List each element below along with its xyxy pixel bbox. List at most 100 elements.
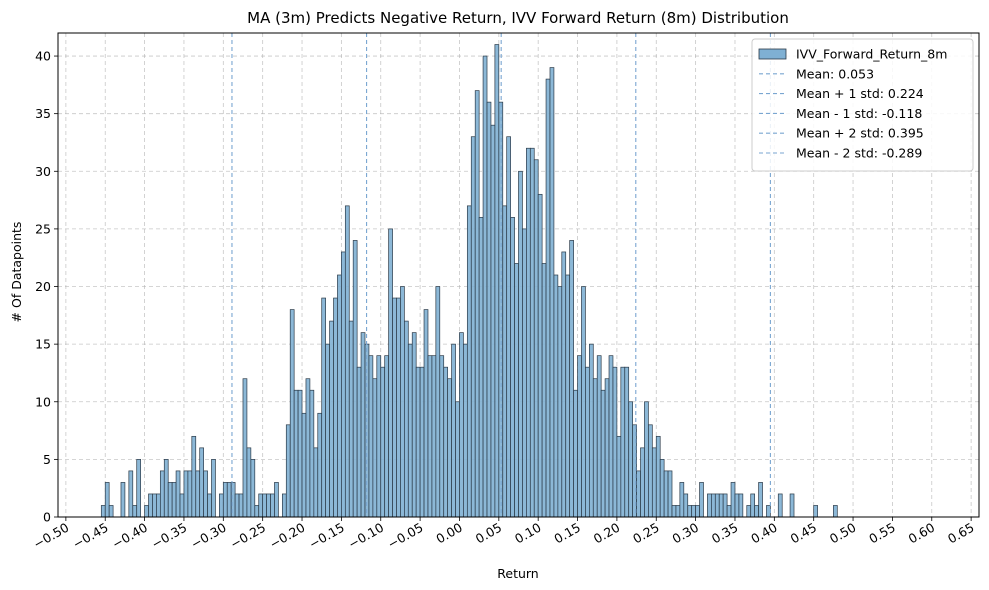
x-tick-label: −0.45 [70, 520, 111, 552]
histogram-bar [455, 401, 460, 518]
histogram-bar [392, 297, 397, 518]
histogram-bar [262, 493, 267, 518]
histogram-bar [447, 378, 452, 518]
histogram-bar [486, 101, 492, 518]
histogram-bar [199, 447, 204, 518]
histogram-bar [337, 274, 342, 518]
histogram-bar [730, 482, 736, 518]
histogram-bar [293, 389, 299, 518]
y-tick-label: 15 [35, 337, 51, 352]
histogram-bar [659, 459, 665, 518]
histogram-bar [384, 355, 389, 518]
histogram-bar [494, 44, 500, 518]
y-tick-label: 30 [35, 164, 51, 179]
histogram-bar [537, 193, 543, 518]
histogram-bar [451, 343, 456, 518]
histogram-bar [596, 355, 602, 518]
histogram-bar [301, 412, 307, 518]
histogram-bar [443, 366, 449, 518]
histogram-bar [136, 459, 142, 518]
histogram-bar [569, 240, 574, 518]
x-tick-label: −0.25 [227, 520, 268, 552]
histogram-bar [588, 343, 594, 518]
histogram-bar [372, 378, 378, 518]
histogram-bar [356, 366, 362, 518]
histogram-bar [309, 389, 315, 518]
histogram-bar [474, 90, 480, 518]
histogram-bar [738, 493, 744, 518]
histogram-bar [679, 482, 685, 518]
x-tick-label: −0.10 [346, 520, 387, 552]
histogram-bar [404, 320, 409, 518]
histogram-bar [581, 286, 586, 518]
histogram-bar [163, 459, 169, 518]
histogram-bar [407, 343, 413, 518]
histogram-bar [695, 505, 700, 518]
histogram-bar [120, 482, 126, 518]
histogram-bar [640, 447, 645, 518]
histogram-bar [258, 493, 264, 518]
histogram-bar [128, 470, 134, 518]
legend-swatch-hist [758, 48, 787, 60]
histogram-bar [616, 435, 622, 518]
histogram-bar [439, 355, 445, 518]
histogram-bar [341, 251, 346, 518]
histogram-bar [644, 401, 649, 518]
histogram-bar [254, 505, 260, 518]
histogram-bar [352, 240, 358, 518]
y-axis-ticks: 0 5 10 15 20 25 30 35 40 [35, 49, 58, 525]
x-axis-label: Return [497, 566, 538, 581]
x-tick-label: 0.40 [748, 520, 780, 547]
histogram-bar [226, 482, 232, 518]
histogram-bar [423, 309, 429, 518]
histogram-bar [415, 366, 421, 518]
histogram-bar [333, 297, 338, 518]
histogram-bar [281, 493, 287, 518]
y-tick-label: 10 [35, 394, 51, 409]
histogram-bar [305, 378, 311, 518]
histogram-bar [746, 505, 752, 518]
x-tick-label: −0.30 [188, 520, 229, 552]
histogram-bar [506, 136, 511, 518]
histogram-bar [510, 217, 515, 518]
histogram-bar [691, 505, 696, 518]
histogram-bar [152, 493, 157, 518]
histogram-bar [734, 493, 740, 518]
legend-label: Mean + 2 std: 0.395 [796, 126, 924, 141]
histogram-bar [175, 470, 181, 518]
histogram-bar [148, 493, 153, 518]
y-axis-label: # Of Datapoints [9, 222, 24, 323]
histogram-bar [675, 505, 681, 518]
histogram-bar [608, 355, 614, 518]
histogram-bar [549, 67, 555, 518]
histogram-bar [628, 401, 633, 518]
histogram-bar [478, 217, 484, 518]
histogram-bar [667, 470, 673, 518]
histogram-bar [183, 470, 189, 518]
histogram-bar [171, 482, 177, 518]
x-tick-label: 0.45 [788, 520, 820, 547]
histogram-bar [266, 493, 271, 518]
histogram-bar [380, 366, 386, 518]
histogram-bar [750, 493, 756, 518]
histogram-bar [167, 482, 173, 518]
histogram-bar [604, 378, 610, 518]
legend-label: Mean: 0.053 [796, 66, 874, 81]
histogram-bar [400, 286, 405, 518]
histogram-bar [329, 320, 334, 518]
x-tick-label: 0.10 [512, 520, 544, 547]
histogram-bar [144, 505, 149, 518]
plot-frame [57, 32, 980, 518]
histogram-bar [289, 309, 295, 518]
legend-label: Mean + 1 std: 0.224 [796, 86, 924, 101]
histogram-bar [651, 447, 657, 518]
histogram-bar [211, 459, 216, 518]
y-tick-label: 5 [43, 452, 51, 467]
histogram-bar [100, 505, 106, 518]
y-tick-label: 25 [35, 221, 51, 236]
histogram-bar [388, 228, 393, 518]
histogram-bar [577, 355, 582, 518]
legend-label: Mean - 2 std: -0.289 [796, 146, 922, 161]
histogram-bar [754, 505, 759, 518]
